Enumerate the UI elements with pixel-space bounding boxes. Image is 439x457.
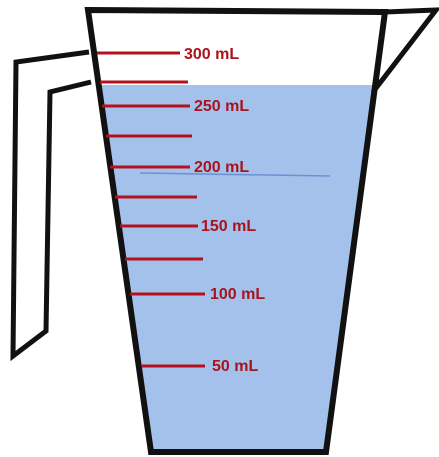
graduation-label: 200 mL (194, 159, 249, 176)
graduation-label: 300 mL (184, 46, 239, 63)
page: 300 mL 250 mL 200 mL 150 mL 100 mL 50 mL… (0, 0, 439, 457)
measuring-cup-diagram: 300 mL 250 mL 200 mL 150 mL 100 mL 50 mL (0, 0, 439, 457)
graduation-label: 100 mL (210, 286, 265, 303)
graduation-label: 150 mL (201, 218, 256, 235)
graduation-label: 250 mL (194, 98, 249, 115)
handle (13, 52, 91, 356)
graduation-label: 50 mL (212, 358, 258, 375)
